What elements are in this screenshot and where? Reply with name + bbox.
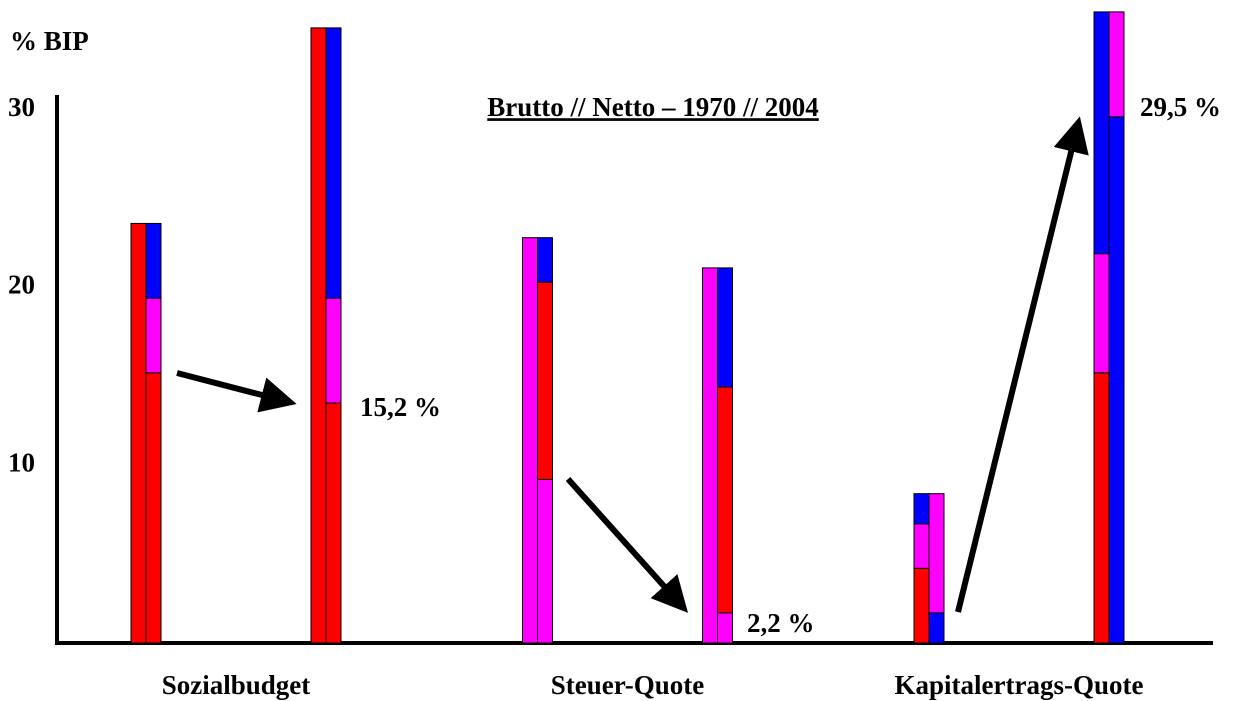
bar-segment <box>325 27 342 299</box>
bar-segment <box>145 297 162 374</box>
bar-segment <box>928 493 945 614</box>
bar-segment <box>537 478 553 644</box>
x-tick-label: Steuer-Quote <box>551 670 704 700</box>
chart-title: Brutto // Netto – 1970 // 2004 <box>487 92 818 122</box>
bar-segment <box>913 567 930 644</box>
bar-segment <box>717 386 733 614</box>
bar-segment <box>913 493 930 525</box>
bars <box>130 11 1125 644</box>
annotation: 2,2 % <box>747 608 815 638</box>
y-tick-label: 30 <box>8 92 35 122</box>
x-tick-label: Sozialbudget <box>162 670 311 700</box>
bar-segment <box>537 237 553 283</box>
bar-segment <box>702 267 718 644</box>
bar-segment <box>928 612 945 644</box>
bar-segment <box>1093 253 1110 374</box>
y-axis-label: % BIP <box>10 26 89 56</box>
bar-segment <box>145 222 162 299</box>
bar-segment <box>145 372 162 644</box>
bar-segment <box>717 612 733 644</box>
bar-segment <box>310 27 327 644</box>
x-tick-label: Kapitalertrags-Quote <box>895 670 1144 700</box>
bar-segment <box>325 402 342 644</box>
bar-segment <box>130 222 147 644</box>
y-tick-label: 10 <box>8 447 35 477</box>
bar-segment <box>1108 11 1125 118</box>
bar-segment <box>522 237 538 644</box>
annotation: 15,2 % <box>360 392 441 422</box>
bar-segment <box>913 523 930 569</box>
annotation: 29,5 % <box>1140 92 1221 122</box>
bar-segment <box>1093 372 1110 644</box>
bar-segment <box>1093 11 1110 255</box>
arrow <box>176 370 297 413</box>
arrow <box>955 116 1089 613</box>
bar-segment <box>717 267 733 388</box>
y-tick-label: 20 <box>8 270 35 300</box>
bar-segment <box>537 281 553 480</box>
bar-segment <box>325 297 342 404</box>
bar-segment <box>1108 116 1125 644</box>
arrow <box>565 476 689 613</box>
